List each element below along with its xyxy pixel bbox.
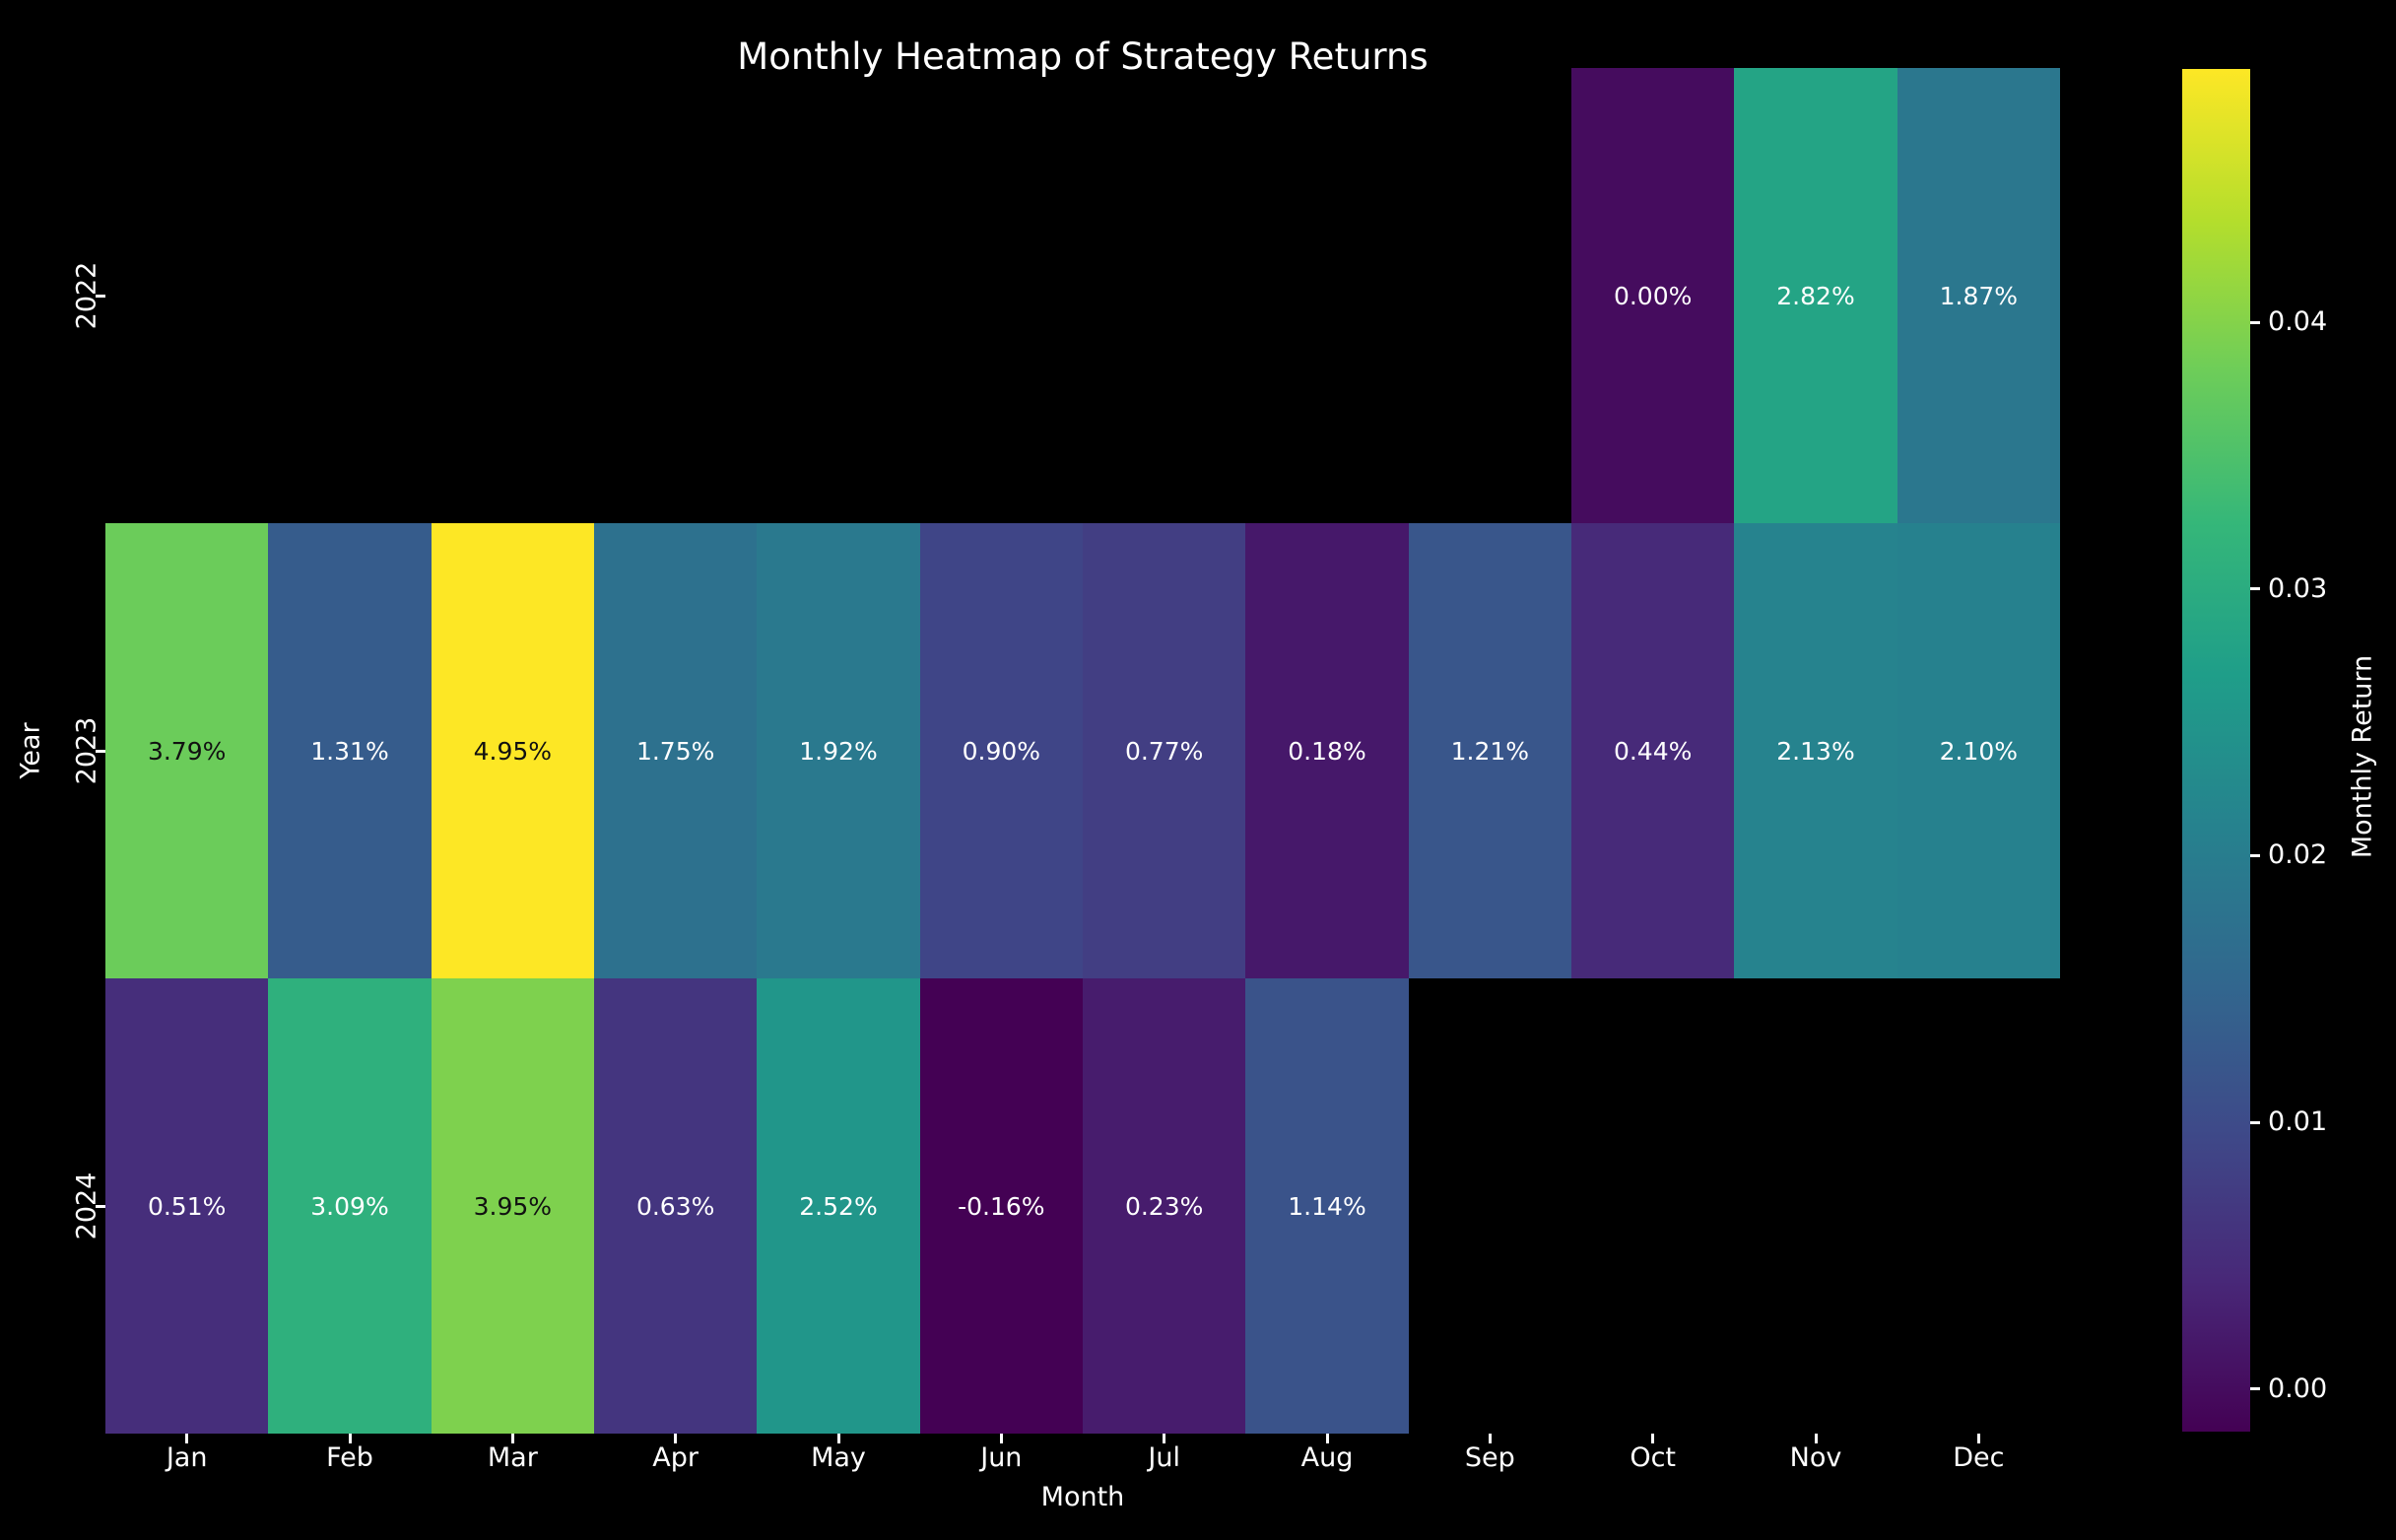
x-tick-label: Dec [1953, 1442, 2005, 1473]
x-tick-mark [1325, 1434, 1329, 1443]
y-axis-label: Year [15, 722, 46, 779]
colorbar-tick-label: 0.00 [2268, 1373, 2328, 1404]
heatmap-cell: 3.95% [431, 978, 594, 1434]
cell-value-label: -0.16% [958, 1191, 1045, 1221]
heatmap-cell: 0.23% [1083, 978, 1246, 1434]
cell-value-label: 0.00% [1613, 281, 1693, 310]
y-tick-label: 2022 [71, 261, 102, 330]
heatmap-cell: 0.51% [105, 978, 269, 1434]
heatmap-cell: 3.09% [268, 978, 432, 1434]
colorbar [2182, 69, 2250, 1432]
x-tick-label: Mar [487, 1442, 538, 1473]
heatmap-cell: 4.95% [431, 523, 594, 978]
cell-value-label: 0.18% [1288, 736, 1366, 766]
x-axis-label: Month [1040, 1482, 1125, 1512]
x-tick-mark [1651, 1434, 1655, 1443]
x-tick-label: Jun [980, 1442, 1023, 1473]
y-tick-label: 2023 [71, 716, 102, 785]
x-tick-label: Sep [1464, 1442, 1515, 1473]
cell-value-label: 0.51% [147, 1191, 227, 1221]
x-tick-mark [1976, 1434, 1980, 1443]
colorbar-tick-mark [2250, 587, 2260, 591]
colorbar-tick-label: 0.04 [2268, 306, 2328, 338]
x-tick-mark [999, 1434, 1003, 1443]
heatmap-cell: -0.16% [919, 978, 1083, 1434]
y-tick-mark [96, 749, 105, 753]
cell-value-label: 1.14% [1288, 1191, 1366, 1221]
heatmap-cell: 2.10% [1897, 523, 2060, 978]
cell-value-label: 1.75% [635, 736, 715, 766]
x-tick-mark [836, 1434, 840, 1443]
colorbar-tick-mark [2250, 1120, 2260, 1124]
heatmap-cell: 1.75% [594, 523, 758, 978]
x-tick-label: Apr [652, 1442, 699, 1473]
colorbar-tick-mark [2250, 853, 2260, 857]
colorbar-label: Monthly Return [2347, 654, 2378, 859]
x-tick-label: Feb [326, 1442, 373, 1473]
heatmap-cell: 0.44% [1571, 523, 1735, 978]
cell-value-label: 0.44% [1613, 736, 1693, 766]
x-tick-label: Jan [166, 1442, 208, 1473]
heatmap-cell: 0.90% [919, 523, 1083, 978]
cell-value-label: 2.13% [1776, 736, 1855, 766]
y-tick-mark [96, 294, 105, 298]
heatmap-cell: 1.87% [1897, 68, 2060, 523]
x-tick-mark [348, 1434, 352, 1443]
cell-value-label: 2.52% [799, 1191, 878, 1221]
colorbar-tick-label: 0.01 [2268, 1106, 2328, 1138]
heatmap-cell: 1.31% [268, 523, 432, 978]
heatmap-cell: 2.13% [1734, 523, 1897, 978]
x-tick-mark [510, 1434, 514, 1443]
x-tick-label: Jul [1148, 1442, 1180, 1473]
x-tick-mark [1163, 1434, 1166, 1443]
heatmap-cell: 0.18% [1245, 523, 1409, 978]
cell-value-label: 4.95% [473, 736, 553, 766]
cell-value-label: 3.79% [147, 736, 227, 766]
cell-value-label: 1.92% [799, 736, 878, 766]
cell-value-label: 2.82% [1776, 281, 1855, 310]
y-tick-label: 2024 [71, 1172, 102, 1240]
heatmap-cell: 0.63% [594, 978, 758, 1434]
heatmap-cell: 3.79% [105, 523, 269, 978]
heatmap-cell: 0.00% [1571, 68, 1735, 523]
heatmap-plot: 0.00% 2.82% 1.87% 3.79% 1.31% 4.95% 1.75% 1.92%… [105, 68, 2060, 1434]
cell-value-label: 0.90% [962, 736, 1041, 766]
cell-value-label: 1.21% [1450, 736, 1530, 766]
x-tick-mark [185, 1434, 189, 1443]
x-tick-label: May [811, 1442, 866, 1473]
x-tick-mark [1814, 1434, 1818, 1443]
x-tick-mark [1488, 1434, 1492, 1443]
heatmap-cell: 1.21% [1408, 523, 1571, 978]
cell-value-label: 0.63% [635, 1191, 715, 1221]
heatmap-cell: 2.82% [1734, 68, 1897, 523]
cell-value-label: 0.77% [1124, 736, 1204, 766]
chart-title: Monthly Heatmap of Strategy Returns [737, 35, 1429, 78]
colorbar-tick-mark [2250, 1387, 2260, 1391]
colorbar-tick-mark [2250, 320, 2260, 324]
x-tick-label: Aug [1300, 1442, 1354, 1473]
y-tick-mark [96, 1204, 105, 1208]
colorbar-tick-label: 0.02 [2268, 839, 2328, 871]
x-tick-label: Nov [1789, 1442, 1842, 1473]
cell-value-label: 1.87% [1939, 281, 2019, 310]
cell-value-label: 0.23% [1124, 1191, 1204, 1221]
heatmap-cell: 1.14% [1245, 978, 1409, 1434]
colorbar-tick-label: 0.03 [2268, 572, 2328, 604]
x-tick-mark [674, 1434, 678, 1443]
cell-value-label: 1.31% [310, 736, 389, 766]
x-tick-label: Oct [1630, 1442, 1676, 1473]
heatmap-cell: 2.52% [757, 978, 920, 1434]
heatmap-cell: 1.92% [757, 523, 920, 978]
cell-value-label: 3.95% [473, 1191, 553, 1221]
cell-value-label: 3.09% [310, 1191, 389, 1221]
heatmap-cell: 0.77% [1083, 523, 1246, 978]
cell-value-label: 2.10% [1939, 736, 2019, 766]
